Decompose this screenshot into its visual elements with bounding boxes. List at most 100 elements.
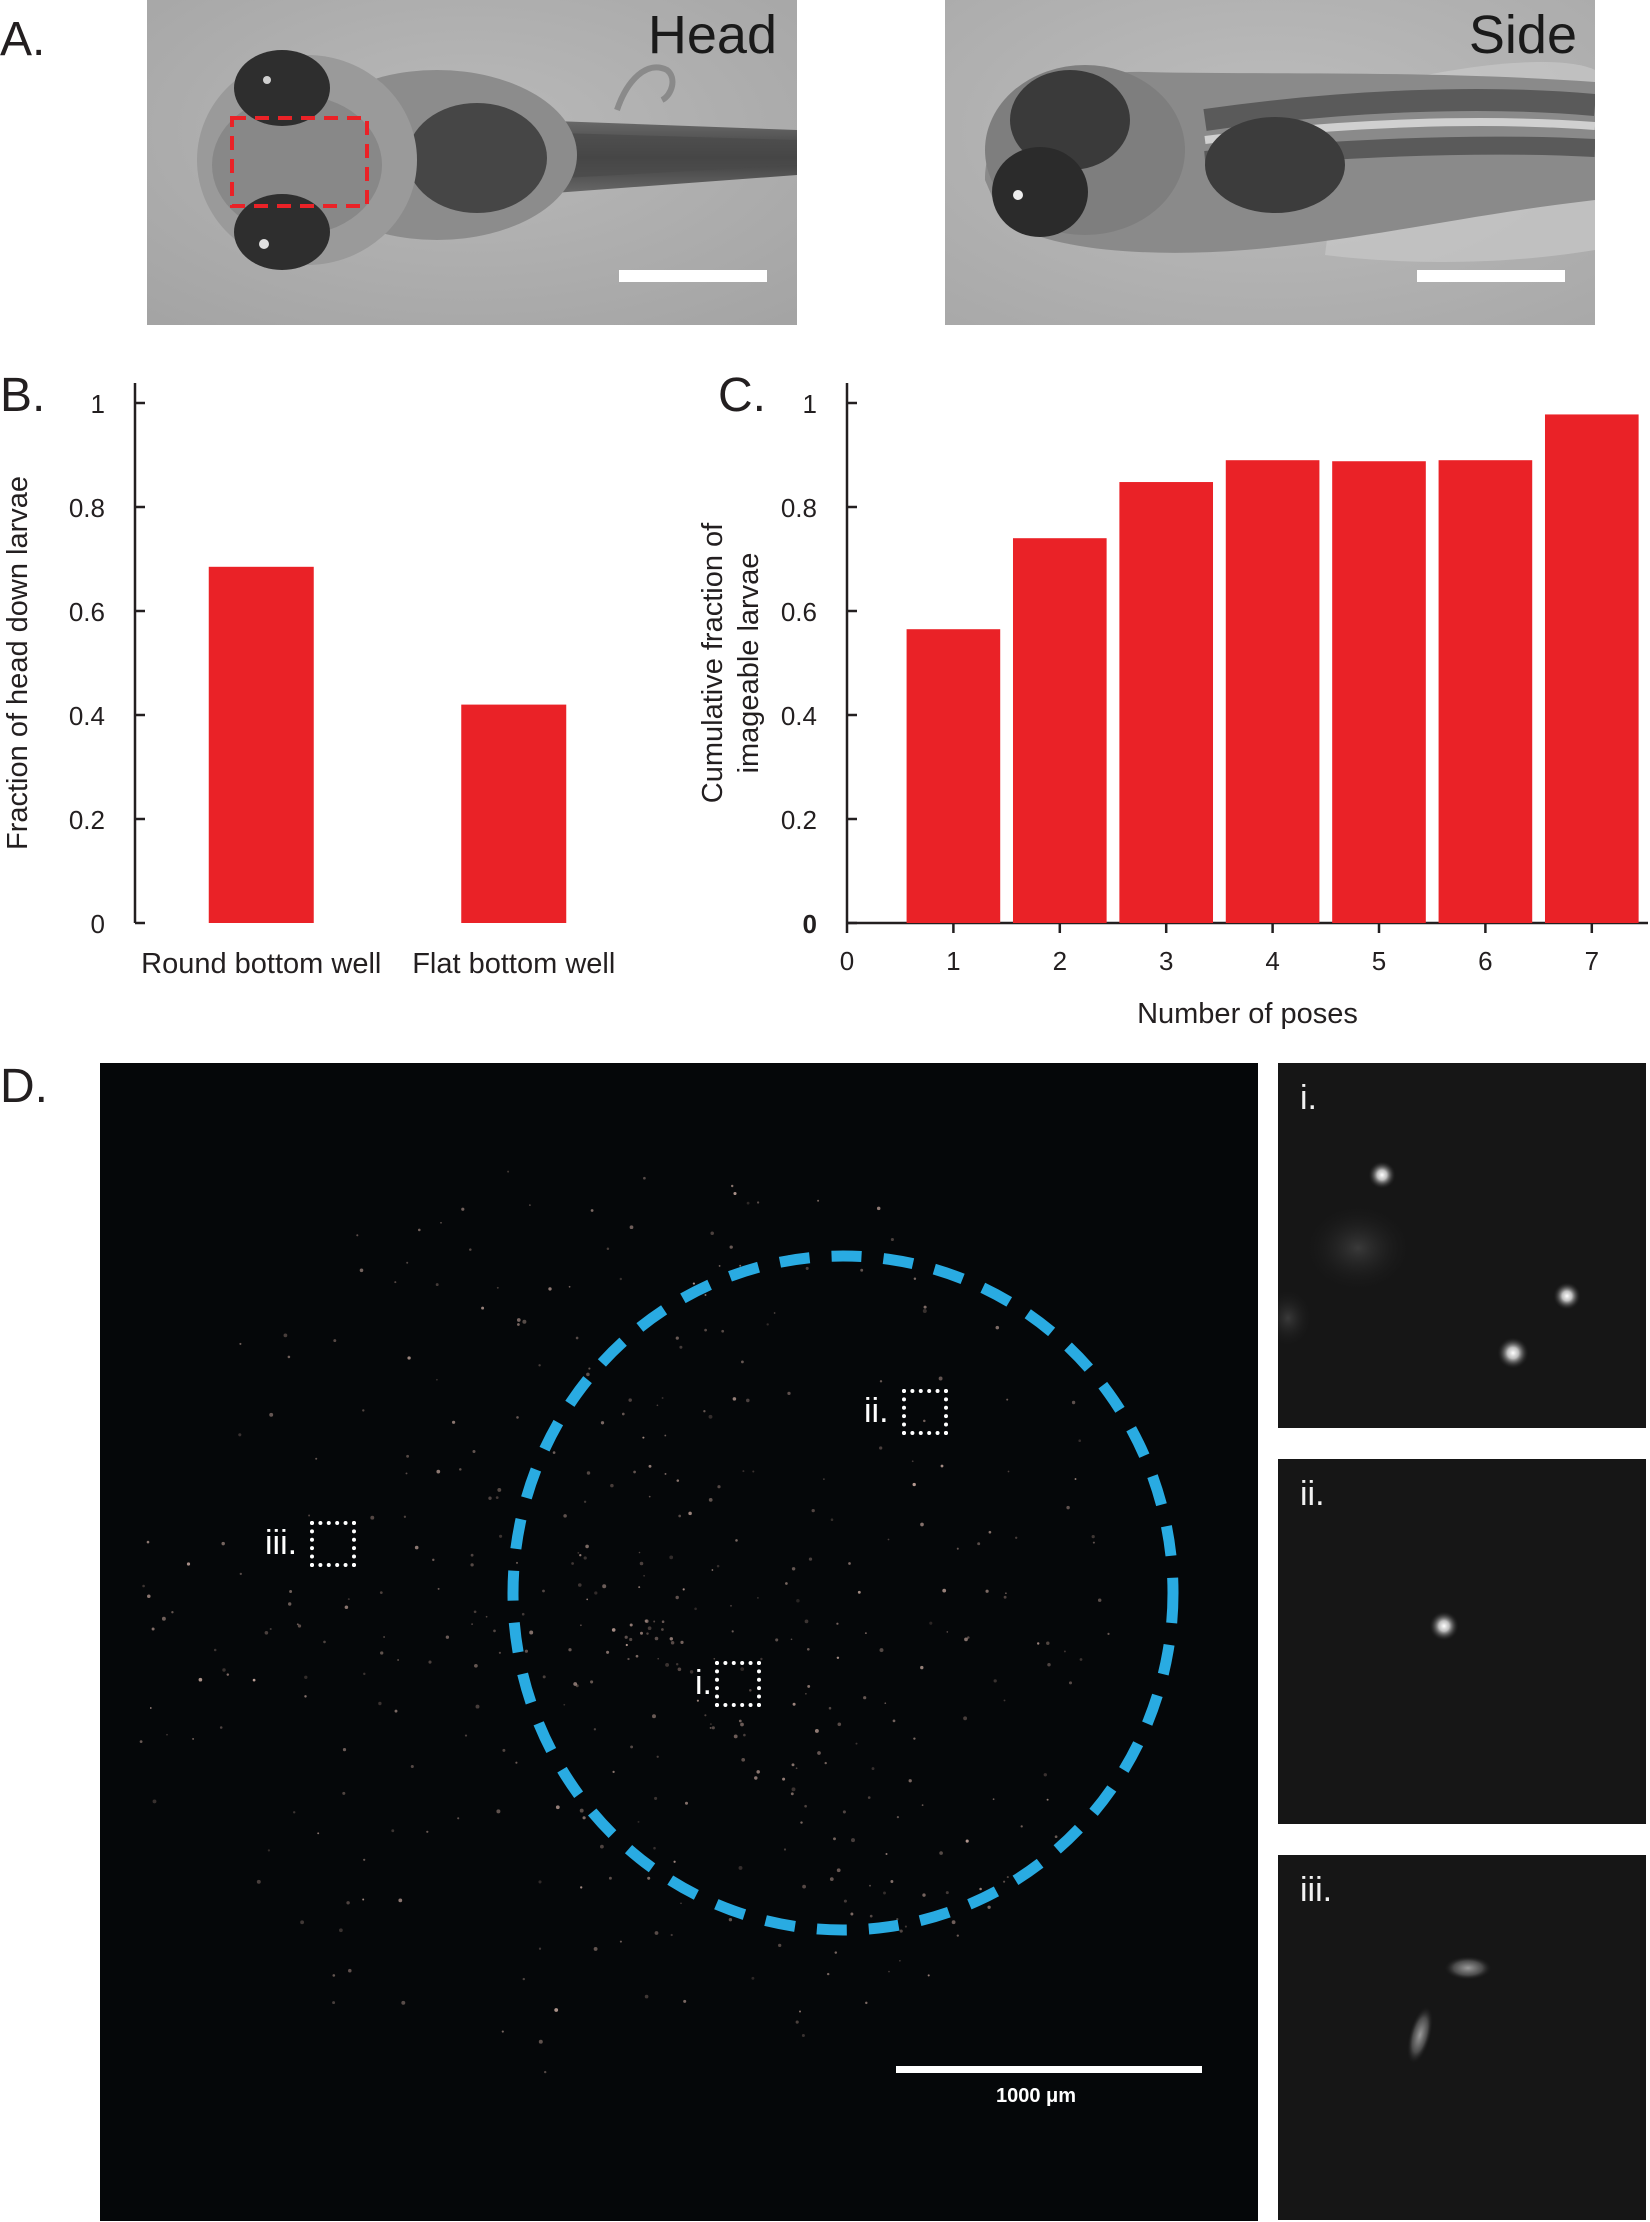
speckle (1003, 1595, 1007, 1599)
fluorescent-speckles (139, 1170, 1110, 2074)
speckle (289, 1590, 293, 1593)
panel-letter-b: B. (0, 369, 46, 422)
speckle (885, 1852, 888, 1856)
inset-ii-image (1429, 1611, 1459, 1641)
speckle (654, 1636, 659, 1641)
speckle (522, 1319, 527, 1324)
speckle (239, 1342, 242, 1345)
speckle (682, 1588, 685, 1591)
speckle (629, 1623, 633, 1627)
speckle (608, 1876, 612, 1880)
speckle (708, 1498, 713, 1502)
speckle (1036, 1642, 1040, 1645)
speckle (713, 1657, 716, 1660)
speckle (628, 1398, 632, 1402)
speckle (1091, 1534, 1095, 1539)
speckle (647, 1626, 652, 1631)
speckle (470, 1553, 474, 1557)
roi-ii-box (902, 1389, 948, 1435)
speckle (922, 1893, 926, 1897)
speckle (391, 1829, 395, 1833)
speckle (756, 1201, 760, 1204)
speckle (362, 1409, 365, 1412)
speckle (908, 1779, 912, 1783)
speckle (437, 1587, 440, 1590)
speckle (790, 1792, 794, 1796)
speckle (675, 1595, 679, 1600)
speckle (644, 1619, 648, 1623)
speckle (401, 2000, 406, 2005)
speckle (571, 1562, 574, 1565)
speckle (664, 1434, 667, 1437)
head-scalebar (619, 270, 767, 282)
speckle (630, 1745, 634, 1749)
speckle (890, 1880, 894, 1883)
speckle (583, 1556, 587, 1560)
speckle (538, 1880, 542, 1884)
speckle (497, 1487, 502, 1492)
speckle (342, 1747, 347, 1752)
speckle (252, 1678, 256, 1682)
speckle (757, 1597, 759, 1599)
speckle (238, 1433, 242, 1437)
chart-b-bar (461, 704, 567, 923)
speckle (869, 1884, 871, 1887)
speckle (586, 1372, 590, 1377)
speckle (732, 1397, 737, 1401)
chart-c-x-tick-label: 7 (1585, 946, 1599, 976)
speckle (568, 1648, 572, 1652)
speckle (830, 1518, 834, 1521)
speckle (913, 1277, 917, 1281)
speckle (1063, 1650, 1066, 1653)
speckle (344, 1605, 349, 1610)
chart-c-x-tick-label: 5 (1372, 946, 1386, 976)
speckle (147, 1594, 151, 1599)
speckle (730, 1184, 734, 1188)
speckle (683, 1999, 687, 2003)
speckle (826, 1972, 830, 1976)
speckle (239, 1572, 242, 1576)
chart-c-bar (1012, 538, 1107, 923)
speckle (269, 1627, 272, 1631)
side-larva-image (945, 0, 1595, 325)
speckle (871, 1767, 875, 1771)
speckle (833, 1837, 836, 1841)
speckle (507, 1170, 510, 1173)
speckle (1015, 1536, 1018, 1539)
speckle (538, 2039, 543, 2044)
speckle (1054, 1835, 1058, 1839)
speckle (920, 1522, 924, 1527)
speckle (515, 1761, 518, 1764)
speckle (1097, 1598, 1102, 1602)
speckle (629, 1225, 634, 1230)
speckle (805, 1692, 807, 1695)
speckle (648, 1464, 652, 1468)
speckle (692, 1282, 695, 1285)
speckle (1007, 1470, 1010, 1473)
speckle (394, 1281, 397, 1284)
chart-c-y-tick-label: 0.6 (781, 597, 817, 627)
speckle (922, 1309, 927, 1313)
speckle (837, 1722, 842, 1727)
speckle (445, 1635, 450, 1639)
speckle (678, 1514, 682, 1518)
speckle (459, 1468, 462, 1471)
speckle (795, 1767, 798, 1770)
speckle (516, 1318, 521, 1322)
speckle (152, 1799, 157, 1804)
speckle (287, 1355, 291, 1359)
speckle (575, 1336, 579, 1340)
micro-scalebar (896, 2066, 1202, 2073)
side-label: Side (1468, 5, 1577, 65)
speckle (741, 1757, 746, 1762)
speckle (985, 1589, 989, 1593)
speckle (879, 1648, 884, 1653)
speckle (1046, 1641, 1050, 1645)
inset-i: i. (1278, 1063, 1646, 1428)
speckle (670, 1641, 675, 1645)
speckle (709, 1726, 712, 1729)
speckle (464, 1734, 468, 1737)
speckle (869, 1914, 873, 1918)
speckle (805, 1266, 809, 1270)
speckle (186, 1562, 191, 1566)
